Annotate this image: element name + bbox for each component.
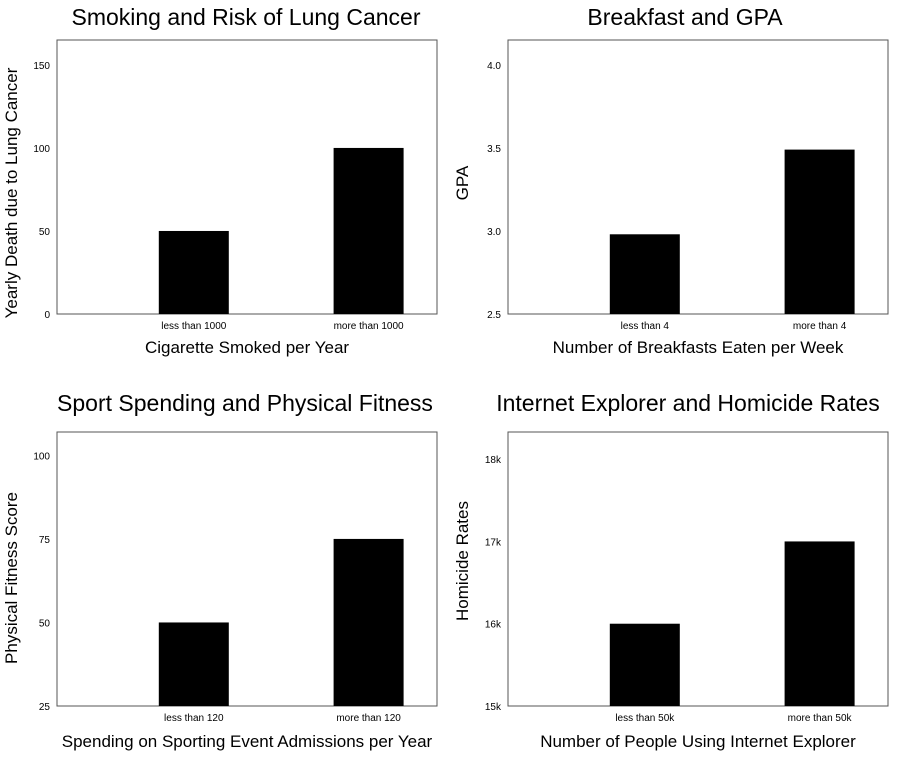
y-tick-label: 15k bbox=[485, 702, 502, 713]
x-axis-label: Spending on Sporting Event Admissions pe… bbox=[62, 732, 433, 751]
bar-2 bbox=[333, 538, 404, 706]
y-tick-label: 17k bbox=[485, 537, 502, 548]
y-tick-label: 100 bbox=[33, 144, 50, 155]
y-axis-label: Homicide Rates bbox=[453, 501, 472, 621]
x-tick-label: more than 50k bbox=[788, 713, 853, 724]
y-tick-label: 50 bbox=[39, 618, 51, 629]
x-tick-label: less than 50k bbox=[615, 713, 675, 724]
y-tick-label: 3.5 bbox=[487, 144, 501, 155]
bar-1 bbox=[158, 230, 229, 314]
y-tick-label: 0 bbox=[44, 310, 50, 321]
chart-title: Internet Explorer and Homicide Rates bbox=[496, 390, 880, 416]
x-tick-label: more than 4 bbox=[793, 321, 847, 332]
y-tick-label: 18k bbox=[485, 455, 502, 466]
chart-title: Sport Spending and Physical Fitness bbox=[57, 390, 433, 416]
y-tick-label: 3.0 bbox=[487, 227, 501, 238]
chart-panel-4: Internet Explorer and Homicide Rates 15k 1… bbox=[453, 390, 889, 751]
chart-title: Breakfast and GPA bbox=[587, 4, 783, 30]
y-axis-label: Yearly Death due to Lung Cancer bbox=[2, 67, 21, 318]
x-tick-label: more than 1000 bbox=[334, 321, 404, 332]
y-tick-label: 2.5 bbox=[487, 310, 501, 321]
y-tick-label: 4.0 bbox=[487, 61, 501, 72]
x-axis-label: Number of People Using Internet Explorer bbox=[540, 732, 856, 751]
chart-panel-2: Breakfast and GPA 2.5 3.0 3.5 4.0 less than 4… bbox=[453, 4, 889, 357]
y-tick-label: 16k bbox=[485, 620, 502, 631]
chart-title: Smoking and Risk of Lung Cancer bbox=[71, 4, 420, 30]
x-tick-label: less than 120 bbox=[164, 713, 224, 724]
x-tick-label: less than 4 bbox=[621, 321, 670, 332]
plot-frame bbox=[507, 39, 889, 315]
bar-2 bbox=[784, 149, 855, 314]
bar-1 bbox=[609, 234, 680, 314]
y-tick-label: 100 bbox=[33, 451, 50, 462]
x-tick-label: less than 1000 bbox=[161, 321, 226, 332]
bar-2 bbox=[333, 147, 404, 314]
chart-panel-3: Sport Spending and Physical Fitness 25 50 7… bbox=[2, 390, 438, 751]
y-tick-label: 25 bbox=[39, 702, 51, 713]
y-axis-label: Physical Fitness Score bbox=[2, 492, 21, 664]
x-axis-label: Cigarette Smoked per Year bbox=[145, 338, 349, 357]
plot-frame bbox=[56, 431, 438, 707]
bar-1 bbox=[158, 622, 229, 706]
bar-1 bbox=[609, 623, 680, 706]
plot-frame bbox=[56, 39, 438, 315]
y-tick-label: 75 bbox=[39, 535, 51, 546]
x-tick-label: more than 120 bbox=[336, 713, 401, 724]
chart-panel-1: Smoking and Risk of Lung Cancer 0 50 100 150… bbox=[2, 4, 438, 357]
bar-2 bbox=[784, 541, 855, 706]
y-tick-label: 50 bbox=[39, 227, 51, 238]
y-tick-label: 150 bbox=[33, 61, 50, 72]
x-axis-label: Number of Breakfasts Eaten per Week bbox=[553, 338, 844, 357]
plot-frame bbox=[507, 431, 889, 707]
y-axis-label: GPA bbox=[453, 165, 472, 200]
